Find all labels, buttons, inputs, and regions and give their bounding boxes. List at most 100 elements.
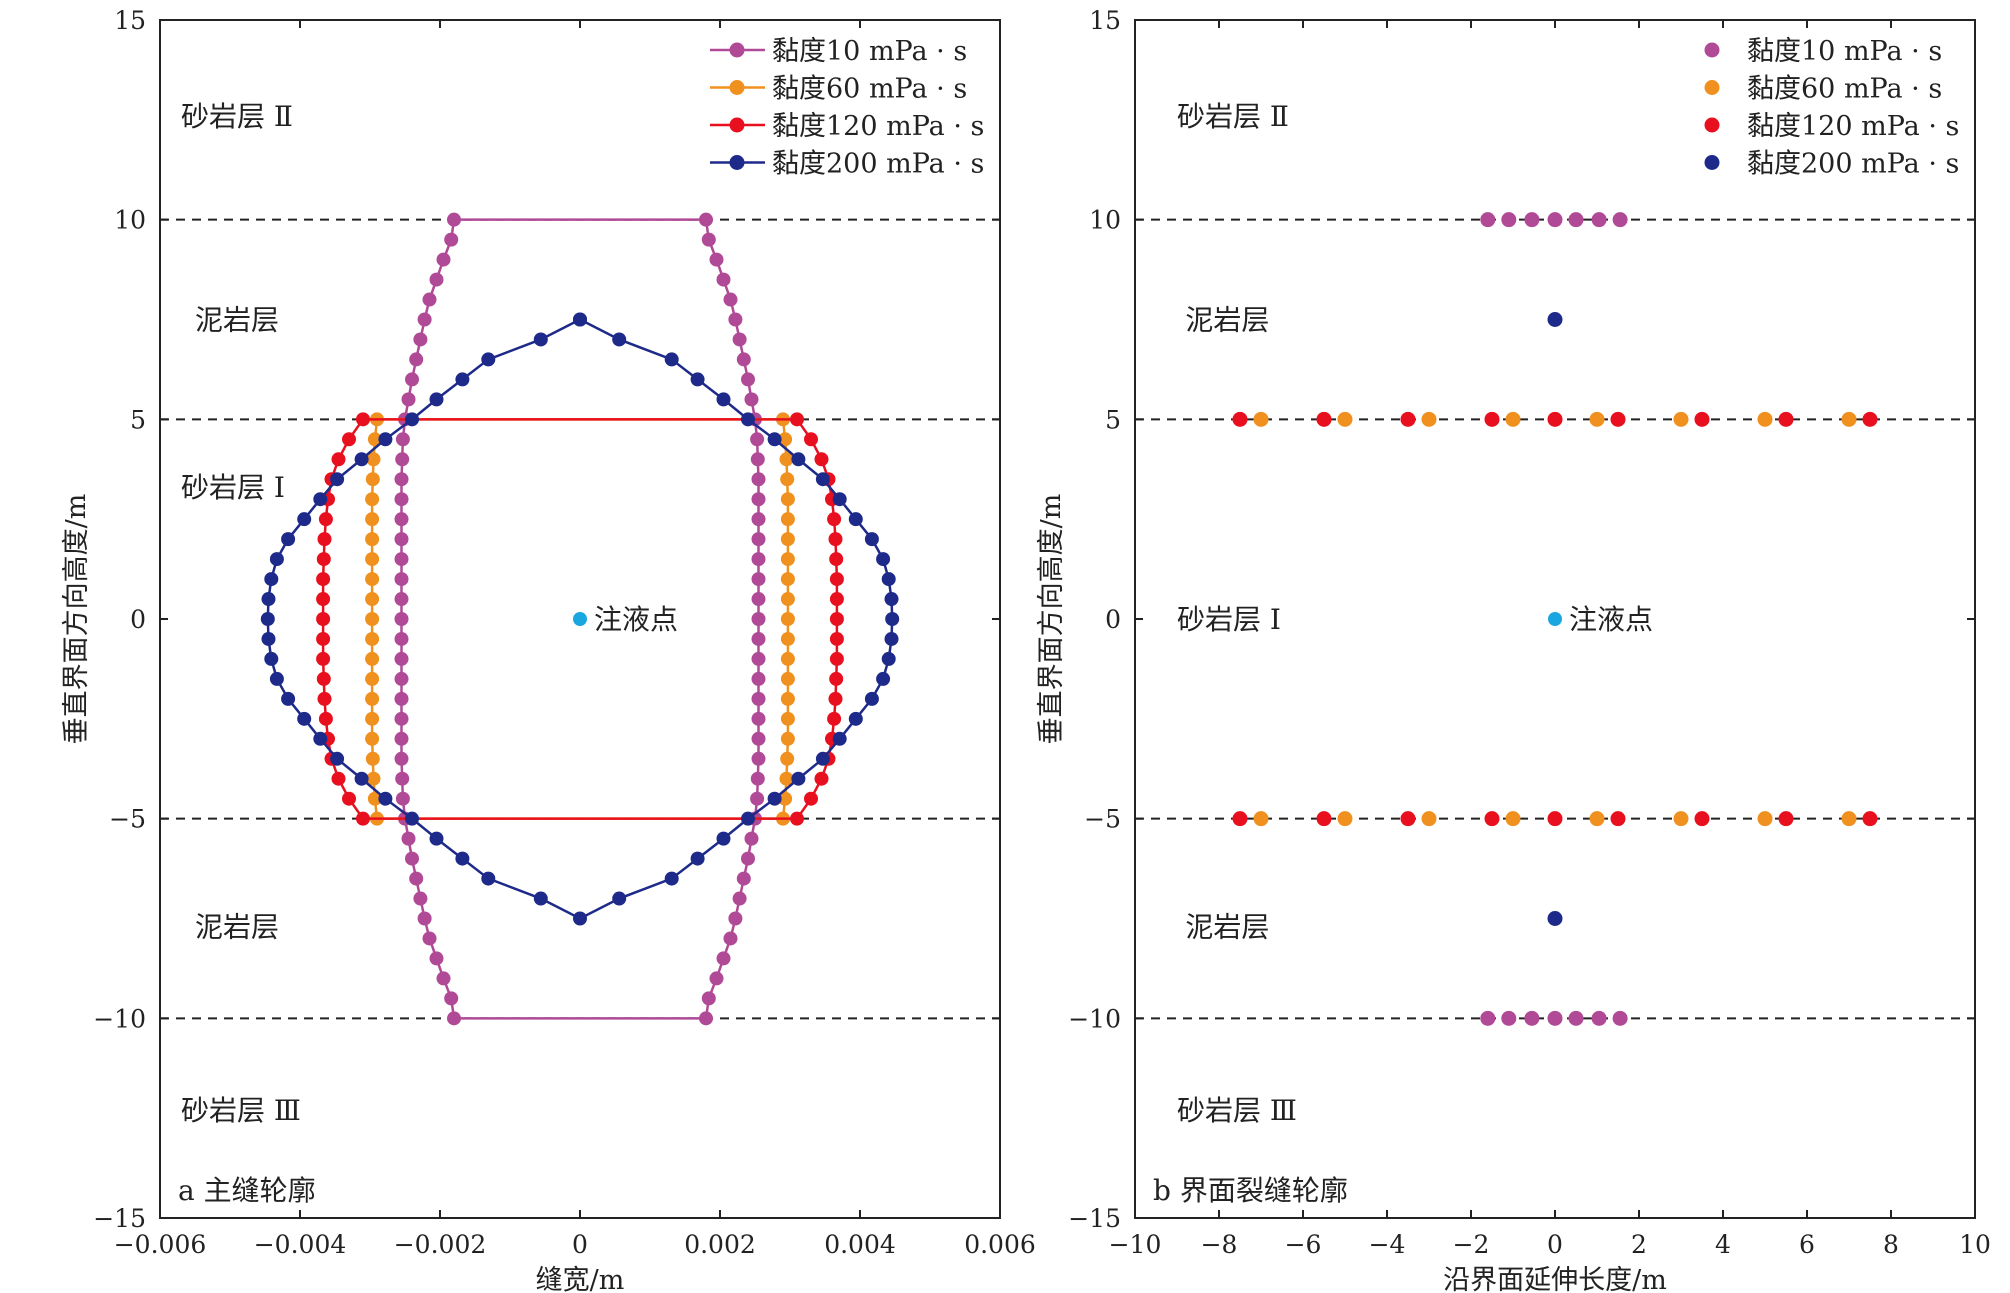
data-point [828,532,843,547]
data-point [444,991,459,1006]
data-point [269,671,284,686]
data-point [1694,811,1710,827]
data-point [316,651,331,666]
data-point [1547,212,1563,228]
series-3 [260,312,900,926]
data-point [533,332,548,347]
data-point [767,432,782,447]
data-point [741,811,755,826]
data-point [1862,811,1878,827]
data-point [876,552,891,567]
data-point [447,1011,461,1026]
data-point [394,512,409,527]
series-3 [1547,312,1563,926]
data-point [780,671,795,686]
data-point [317,691,332,706]
data-point [365,552,380,567]
y-axis-label: 垂直界面方向高度/m [1036,494,1067,745]
data-point [481,871,496,886]
data-point [751,711,766,726]
x-tick-label: 2 [1631,1230,1647,1259]
data-point [732,332,747,347]
data-point [751,552,766,567]
data-point [378,432,393,447]
data-point [365,731,380,746]
data-point [723,931,738,946]
data-point [331,452,346,467]
x-tick-label: −4 [1369,1230,1406,1259]
data-point [365,512,380,527]
data-point [751,671,766,686]
x-tick-label: 8 [1883,1230,1899,1259]
data-point [829,552,844,567]
data-point [394,651,409,666]
x-tick-label: 0 [1547,1230,1563,1259]
data-point [394,631,409,646]
data-point [378,791,393,806]
data-point [313,492,328,507]
data-point [1501,1010,1517,1026]
data-point [1253,411,1269,427]
data-point [1612,1010,1628,1026]
layer-label: 泥岩层 [1185,910,1269,943]
layer-label: 砂岩层 Ⅲ [1177,1094,1297,1127]
data-point [827,711,842,726]
x-tick-label: 4 [1715,1230,1731,1259]
data-point [744,392,759,407]
data-point [281,691,296,706]
y-tick-label: −15 [1068,1204,1121,1233]
data-point [429,951,444,966]
data-point [394,612,409,626]
data-point [401,392,416,407]
data-point [1547,911,1563,926]
data-point [885,612,900,626]
data-point [1505,411,1521,427]
y-tick-label: −10 [1068,1004,1121,1033]
y-tick-label: 5 [130,405,146,434]
data-point [429,392,444,407]
data-point [728,312,743,327]
data-point [751,572,766,587]
data-point [716,392,731,407]
data-point [829,651,844,666]
data-point [1673,411,1689,427]
data-point [1757,811,1773,827]
data-point [342,432,356,447]
data-point [1524,1010,1540,1026]
data-point [736,352,751,367]
y-tick-label: −5 [109,805,146,834]
data-point [848,512,863,527]
legend-label: 黏度60 mPa · s [772,74,967,105]
panel-label: a 主缝轮廓 [178,1174,316,1207]
x-tick-label: −0.002 [394,1230,487,1259]
data-point [1591,212,1607,228]
data-point [405,372,419,387]
data-point [1841,811,1857,827]
data-point [829,612,844,626]
data-point [701,232,716,247]
data-point [331,771,346,786]
data-point [1337,411,1353,427]
y-tick-label: 15 [1089,6,1121,35]
data-point [1568,1010,1584,1026]
data-point [1232,811,1248,827]
data-point [1316,411,1332,427]
data-point [405,851,419,866]
data-point [780,691,795,706]
data-point [316,592,331,607]
legend-label: 黏度10 mPa · s [1747,36,1942,67]
data-point [1524,212,1540,228]
data-point [297,711,312,726]
data-point [436,971,451,986]
data-point [881,651,896,666]
data-point [690,851,705,866]
data-point [342,791,356,806]
legend-label: 黏度120 mPa · s [1747,111,1959,142]
legend-marker [729,155,745,170]
data-point [330,472,345,487]
data-point [815,472,830,487]
y-tick-label: 5 [1105,405,1121,434]
data-point [751,751,766,766]
data-point [405,412,419,427]
